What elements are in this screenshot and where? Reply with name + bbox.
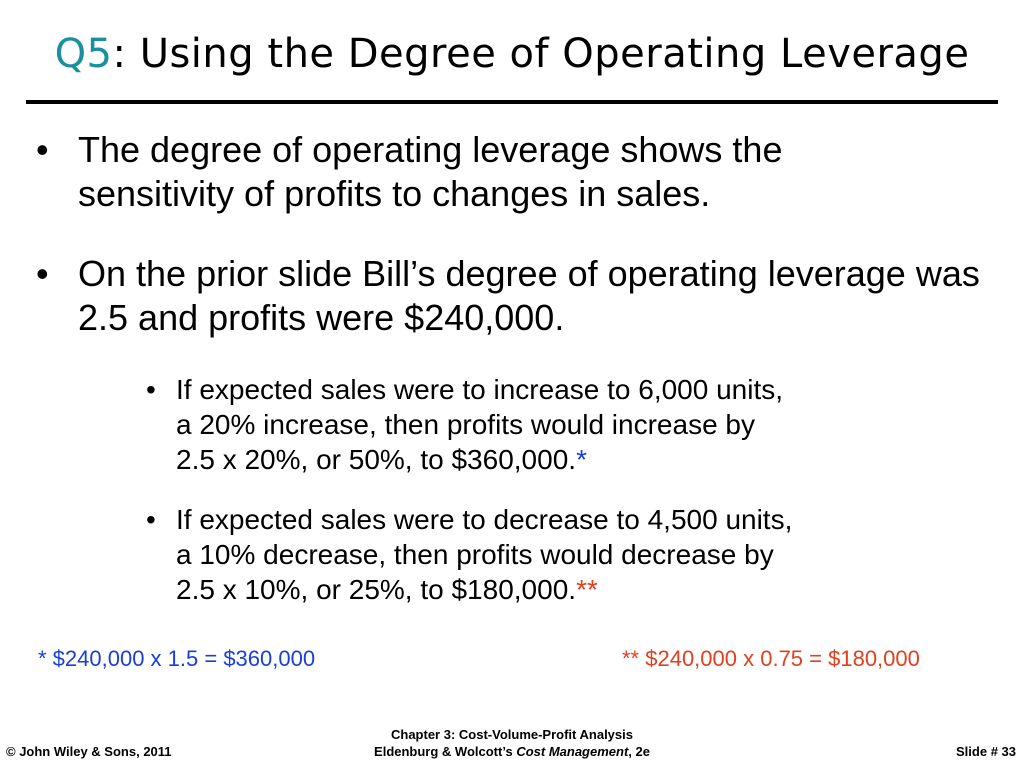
sub-bullet-line: If expected sales were to increase to 6,… [176, 374, 784, 405]
title-text: : Using the Degree of Operating Leverage [112, 31, 970, 77]
bullet-marker: • [36, 253, 49, 294]
footnote-right: ** $240,000 x 0.75 = $180,000 [622, 646, 920, 671]
sub-bullet-line: If expected sales were to decrease to 4,… [176, 504, 793, 535]
footer-copyright: © John Wiley & Sons, 2011 [6, 744, 172, 759]
footer-book-title: Cost Management [516, 744, 629, 759]
sub-bullet-marker: • [146, 374, 156, 405]
bullet-text: The degree of operating leverage shows t… [78, 129, 783, 214]
footer-book-authors: Eldenburg & Wolcott’s [374, 744, 517, 759]
bullet-1: • The degree of operating leverage shows… [36, 128, 936, 216]
slide-title: Q5: Using the Degree of Operating Levera… [0, 28, 1024, 80]
footer-chapter-info: Chapter 3: Cost-Volume-Profit Analysis E… [312, 726, 712, 760]
footer-chapter: Chapter 3: Cost-Volume-Profit Analysis [391, 727, 633, 742]
footer-slide-number: Slide # 33 [956, 744, 1016, 759]
sub-bullet-marker: • [146, 504, 156, 535]
title-question-number: Q5 [54, 31, 113, 77]
bullet-2: • On the prior slide Bill’s degree of op… [36, 252, 1006, 340]
footer-book-edition: , 2e [628, 744, 650, 759]
sub-bullet-2: • If expected sales were to decrease to … [146, 502, 946, 607]
sub-bullet-line: a 10% decrease, then profits would decre… [176, 539, 774, 570]
sub-bullet-1: • If expected sales were to increase to … [146, 372, 946, 477]
title-divider [26, 100, 998, 104]
footnote-left: * $240,000 x 1.5 = $360,000 [38, 646, 316, 671]
sub-bullet-line: 2.5 x 10%, or 25%, to $180,000. [176, 574, 577, 605]
sub-bullet-line: 2.5 x 20%, or 50%, to $360,000. [176, 444, 577, 475]
footnote-marker-red: ** [576, 574, 598, 605]
bullet-marker: • [36, 129, 49, 170]
sub-bullet-line: a 20% increase, then profits would incre… [176, 409, 755, 440]
bullet-text: On the prior slide Bill’s degree of oper… [78, 253, 980, 338]
footer-book: Eldenburg & Wolcott’s Cost Management, 2… [312, 743, 712, 760]
footnote-marker-blue: * [576, 444, 587, 475]
